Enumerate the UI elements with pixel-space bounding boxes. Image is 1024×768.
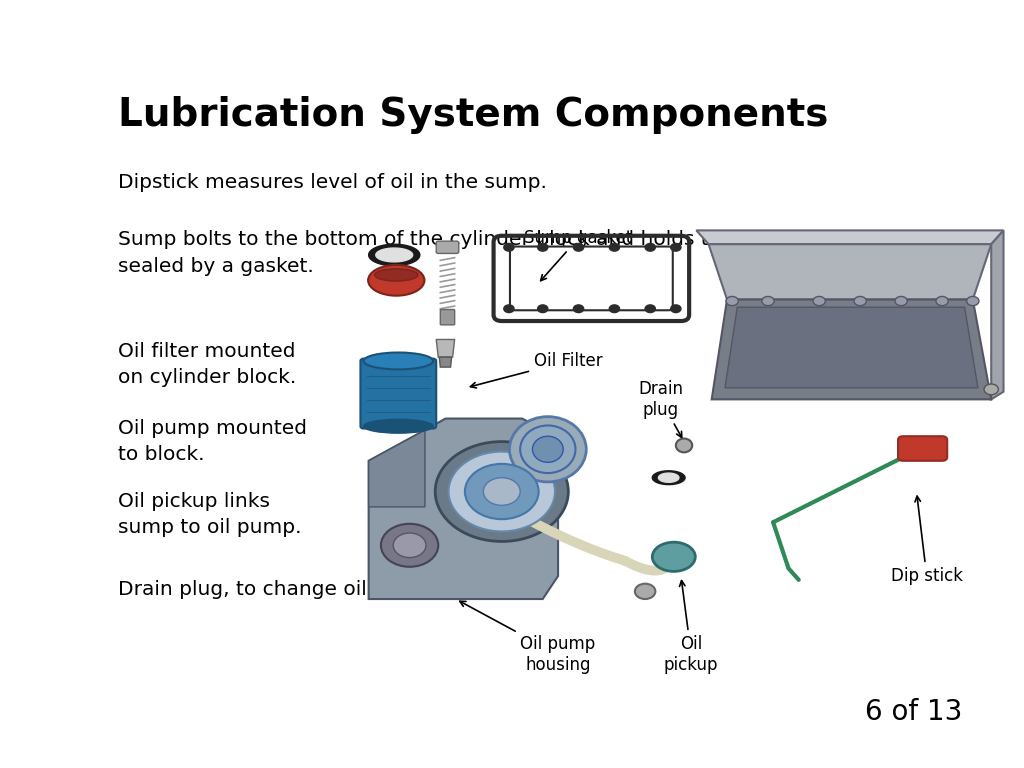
- Polygon shape: [712, 300, 991, 399]
- Text: Oil pump mounted
to block.: Oil pump mounted to block.: [118, 419, 307, 464]
- Ellipse shape: [676, 439, 692, 452]
- Circle shape: [854, 296, 866, 306]
- Polygon shape: [725, 307, 978, 388]
- Circle shape: [609, 243, 620, 251]
- Circle shape: [504, 243, 514, 251]
- Text: 6 of 13: 6 of 13: [865, 698, 963, 726]
- Text: Oil Filter: Oil Filter: [470, 352, 603, 388]
- FancyBboxPatch shape: [360, 359, 436, 429]
- Ellipse shape: [375, 269, 418, 281]
- Polygon shape: [369, 244, 420, 266]
- Text: Oil pump
housing: Oil pump housing: [460, 601, 596, 674]
- Ellipse shape: [364, 419, 433, 433]
- FancyBboxPatch shape: [436, 241, 459, 253]
- Circle shape: [538, 243, 548, 251]
- FancyBboxPatch shape: [440, 310, 455, 325]
- Polygon shape: [658, 473, 679, 482]
- Circle shape: [895, 296, 907, 306]
- Text: Dipstick measures level of oil in the sump.: Dipstick measures level of oil in the su…: [118, 173, 547, 192]
- Text: Lubrication System Components: Lubrication System Components: [118, 96, 828, 134]
- Ellipse shape: [364, 353, 433, 369]
- Circle shape: [984, 384, 998, 395]
- Circle shape: [449, 452, 555, 531]
- Circle shape: [645, 305, 655, 313]
- Polygon shape: [439, 357, 452, 367]
- Circle shape: [671, 305, 681, 313]
- Polygon shape: [376, 248, 413, 262]
- Polygon shape: [369, 419, 558, 599]
- Polygon shape: [652, 471, 685, 485]
- Polygon shape: [991, 230, 1004, 399]
- Circle shape: [645, 243, 655, 251]
- Circle shape: [504, 305, 514, 313]
- Circle shape: [573, 243, 584, 251]
- Circle shape: [435, 442, 568, 541]
- Circle shape: [967, 296, 979, 306]
- Text: Oil filter mounted
on cylinder block.: Oil filter mounted on cylinder block.: [118, 342, 296, 387]
- Circle shape: [393, 533, 426, 558]
- Circle shape: [671, 243, 681, 251]
- Text: Drain
plug: Drain plug: [638, 380, 683, 438]
- Polygon shape: [436, 339, 455, 357]
- Text: Sump: Sump: [895, 237, 981, 275]
- Ellipse shape: [652, 542, 695, 571]
- Circle shape: [726, 296, 738, 306]
- Circle shape: [381, 524, 438, 567]
- Circle shape: [573, 305, 584, 313]
- Text: Drain plug, to change oil.: Drain plug, to change oil.: [118, 580, 373, 599]
- Polygon shape: [709, 244, 991, 300]
- Ellipse shape: [510, 417, 586, 482]
- Polygon shape: [369, 430, 425, 507]
- Circle shape: [813, 296, 825, 306]
- Text: Dip stick: Dip stick: [891, 496, 963, 585]
- Circle shape: [762, 296, 774, 306]
- Ellipse shape: [520, 425, 575, 473]
- Circle shape: [538, 305, 548, 313]
- Ellipse shape: [368, 265, 425, 296]
- Ellipse shape: [532, 436, 563, 462]
- Circle shape: [483, 478, 520, 505]
- Text: Sump gasket: Sump gasket: [524, 229, 633, 280]
- Polygon shape: [696, 230, 1004, 244]
- Circle shape: [936, 296, 948, 306]
- Text: Oil pickup links
sump to oil pump.: Oil pickup links sump to oil pump.: [118, 492, 301, 537]
- Circle shape: [465, 464, 539, 519]
- Circle shape: [635, 584, 655, 599]
- FancyBboxPatch shape: [898, 436, 947, 461]
- Circle shape: [609, 305, 620, 313]
- Text: Oil
pickup: Oil pickup: [664, 581, 719, 674]
- Text: Sump bolts to the bottom of the cylinder block and holds the oil supply. It is
s: Sump bolts to the bottom of the cylinder…: [118, 230, 883, 276]
